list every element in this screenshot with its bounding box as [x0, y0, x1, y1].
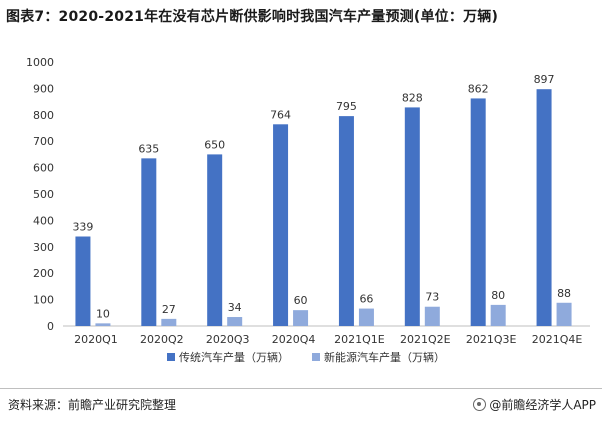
bar-traditional — [338, 116, 354, 327]
y-tick-label: 800 — [33, 109, 54, 122]
bar-new-energy — [95, 323, 111, 326]
bar-new-energy — [490, 304, 506, 326]
x-tick-label: 2020Q3 — [206, 333, 250, 346]
footer-divider — [0, 388, 602, 389]
legend-traditional-swatch — [167, 353, 175, 361]
data-label-new-energy: 80 — [491, 289, 505, 302]
bar-new-energy — [556, 302, 572, 326]
bar-new-energy — [161, 318, 177, 326]
bar-traditional — [470, 98, 486, 326]
data-label-new-energy: 60 — [294, 294, 308, 307]
data-label-new-energy: 73 — [425, 291, 439, 304]
data-label-traditional: 862 — [468, 82, 489, 95]
data-label-traditional: 339 — [72, 221, 93, 234]
brand-credit: @前瞻经济学人APP — [473, 396, 596, 413]
y-tick-label: 700 — [33, 135, 54, 148]
y-tick-label: 0 — [47, 320, 54, 333]
data-label-new-energy: 10 — [96, 307, 110, 320]
bar-new-energy — [293, 310, 309, 326]
data-label-traditional: 635 — [138, 142, 159, 155]
data-label-traditional: 795 — [336, 100, 357, 113]
data-label-new-energy: 27 — [162, 303, 176, 316]
y-tick-label: 400 — [33, 214, 54, 227]
legend-traditional-label: 传统汽车产量（万辆） — [179, 350, 289, 364]
bar-new-energy — [358, 308, 374, 326]
y-tick-label: 300 — [33, 241, 54, 254]
x-tick-label: 2020Q2 — [140, 333, 184, 346]
data-label-new-energy: 88 — [557, 287, 571, 300]
x-tick-label: 2021Q3E — [466, 333, 517, 346]
x-tick-label: 2021Q2E — [400, 333, 451, 346]
bar-traditional — [536, 89, 552, 326]
y-tick-label: 500 — [33, 188, 54, 201]
x-tick-label: 2020Q1 — [74, 333, 118, 346]
data-label-traditional: 897 — [534, 73, 555, 86]
data-label-traditional: 764 — [270, 108, 291, 121]
y-tick-label: 100 — [33, 294, 54, 307]
legend-new-energy-label: 新能源汽车产量（万辆） — [324, 350, 445, 364]
data-label-new-energy: 34 — [228, 301, 242, 314]
bar-traditional — [207, 154, 223, 326]
chart-title: 图表7：2020-2021年在没有芯片断供影响时我国汽车产量预测(单位：万辆) — [6, 9, 499, 25]
bar-traditional — [404, 107, 420, 327]
bar-traditional — [141, 158, 157, 326]
y-tick-label: 200 — [33, 267, 54, 280]
y-tick-label: 600 — [33, 162, 54, 175]
bar-traditional — [273, 124, 289, 326]
bar-traditional — [75, 236, 91, 326]
x-tick-label: 2020Q4 — [272, 333, 316, 346]
source-note: 资料来源：前瞻产业研究院整理 — [8, 398, 177, 412]
x-tick-label: 2021Q1E — [334, 333, 385, 346]
data-label-new-energy: 66 — [359, 293, 373, 306]
data-label-traditional: 650 — [204, 138, 225, 151]
data-label-traditional: 828 — [402, 91, 423, 104]
brand-credit-label: @前瞻经济学人APP — [489, 398, 596, 412]
y-tick-label: 900 — [33, 82, 54, 95]
x-tick-label: 2021Q4E — [532, 333, 583, 346]
y-tick-label: 1000 — [26, 56, 54, 69]
brand-logo-icon — [473, 398, 487, 411]
bar-new-energy — [424, 306, 440, 326]
bar-new-energy — [227, 317, 243, 326]
legend-new-energy-swatch — [312, 353, 320, 361]
